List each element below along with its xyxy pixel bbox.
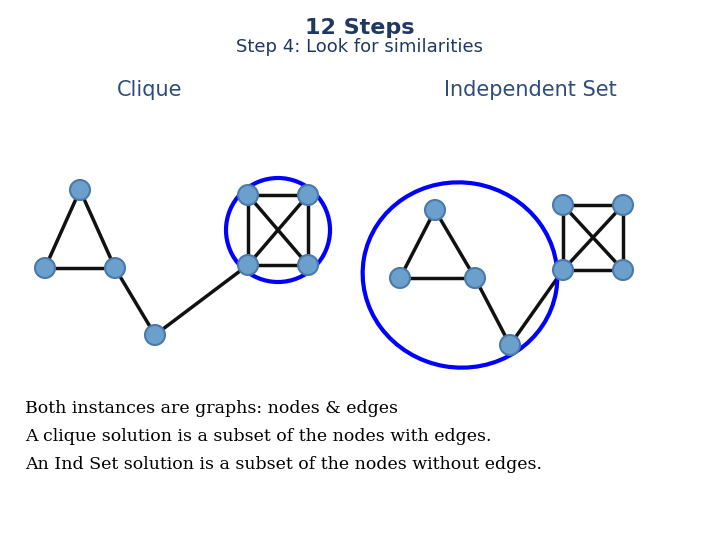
Circle shape [553, 195, 573, 215]
Text: Step 4: Look for similarities: Step 4: Look for similarities [236, 38, 484, 56]
Text: A clique solution is a subset of the nodes with edges.: A clique solution is a subset of the nod… [25, 428, 492, 445]
Circle shape [613, 195, 633, 215]
Circle shape [298, 185, 318, 205]
Circle shape [465, 268, 485, 288]
Text: An Ind Set solution is a subset of the nodes without edges.: An Ind Set solution is a subset of the n… [25, 456, 542, 473]
Circle shape [553, 260, 573, 280]
Text: Independent Set: Independent Set [444, 80, 616, 100]
Circle shape [70, 180, 90, 200]
Circle shape [145, 325, 165, 345]
Text: Clique: Clique [117, 80, 183, 100]
Text: 12 Steps: 12 Steps [305, 18, 415, 38]
Text: Both instances are graphs: nodes & edges: Both instances are graphs: nodes & edges [25, 400, 398, 417]
Circle shape [390, 268, 410, 288]
Circle shape [238, 255, 258, 275]
Circle shape [613, 260, 633, 280]
Circle shape [238, 185, 258, 205]
Circle shape [298, 255, 318, 275]
Circle shape [35, 258, 55, 278]
Circle shape [105, 258, 125, 278]
Circle shape [500, 335, 520, 355]
Circle shape [425, 200, 445, 220]
